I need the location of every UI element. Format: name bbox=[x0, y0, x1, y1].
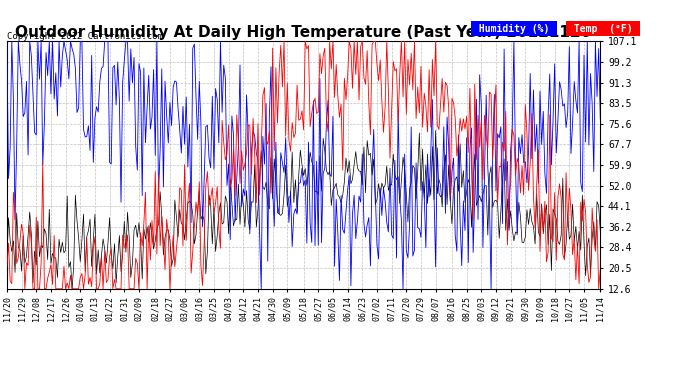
Title: Outdoor Humidity At Daily High Temperature (Past Year) 20121120: Outdoor Humidity At Daily High Temperatu… bbox=[15, 25, 592, 40]
Text: Humidity (%): Humidity (%) bbox=[473, 24, 555, 33]
Text: Temp  (°F): Temp (°F) bbox=[568, 24, 638, 33]
Text: Copyright 2012 Cartronics.com: Copyright 2012 Cartronics.com bbox=[7, 32, 163, 41]
